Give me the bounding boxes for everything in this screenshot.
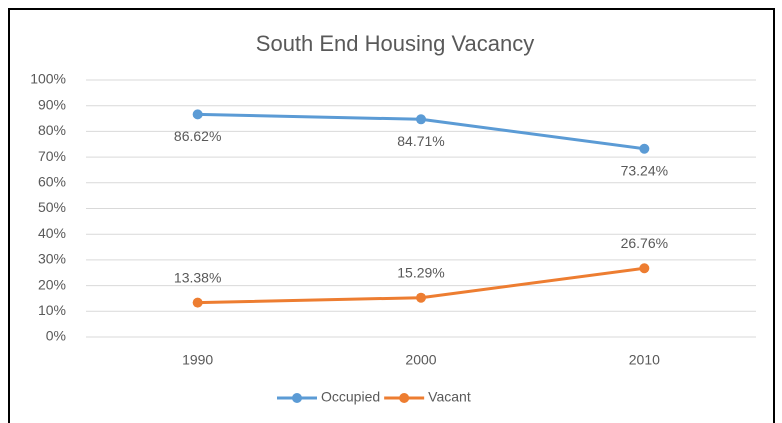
data-point: [416, 114, 426, 125]
data-label: 26.76%: [621, 235, 668, 251]
data-label: 73.24%: [621, 162, 668, 178]
data-point: [192, 109, 203, 120]
x-tick-label: 2010: [629, 352, 660, 368]
x-tick-label: 2000: [405, 352, 436, 368]
data-point: [639, 143, 650, 154]
data-label: 84.71%: [397, 133, 444, 149]
legend-marker: [399, 393, 410, 403]
y-tick-label: 10%: [38, 302, 66, 318]
y-tick-label: 50%: [38, 199, 66, 215]
chart-title: South End Housing Vacancy: [256, 31, 534, 56]
x-tick-label: 1990: [182, 352, 213, 368]
y-tick-label: 90%: [38, 96, 66, 112]
y-tick-label: 30%: [38, 251, 66, 267]
legend-label: Occupied: [321, 389, 380, 405]
y-tick-label: 40%: [38, 225, 66, 241]
y-tick-label: 70%: [38, 148, 66, 164]
y-tick-label: 60%: [38, 174, 66, 190]
data-label: 86.62%: [174, 128, 221, 144]
y-tick-label: 100%: [30, 71, 66, 87]
legend-label: Vacant: [428, 389, 471, 405]
y-tick-label: 80%: [38, 122, 66, 138]
data-label: 13.38%: [174, 269, 221, 285]
y-tick-label: 20%: [38, 276, 66, 292]
data-point: [416, 292, 426, 303]
legend-marker: [292, 393, 302, 403]
y-tick-label: 0%: [46, 328, 66, 344]
data-label: 15.29%: [397, 264, 444, 280]
chart-frame: [8, 8, 775, 423]
data-point: [639, 263, 650, 274]
data-point: [192, 297, 203, 308]
